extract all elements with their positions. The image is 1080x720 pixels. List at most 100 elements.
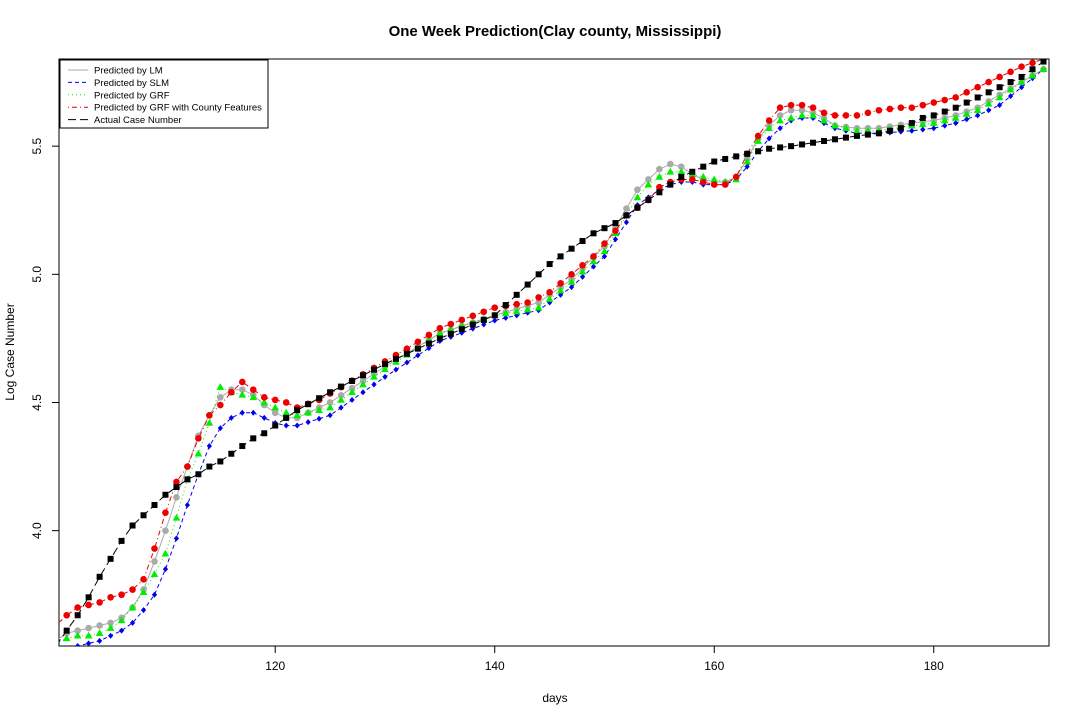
data-point xyxy=(941,96,949,104)
data-point xyxy=(655,172,664,180)
data-point xyxy=(512,307,521,315)
data-point xyxy=(633,193,642,201)
data-point xyxy=(150,570,159,578)
data-point xyxy=(875,106,883,114)
data-point xyxy=(447,325,455,333)
data-point xyxy=(96,622,103,629)
data-point xyxy=(831,121,839,129)
data-point xyxy=(327,412,333,419)
data-point xyxy=(755,148,762,155)
data-point xyxy=(589,257,598,265)
data-point xyxy=(711,158,718,165)
legend-entry: Predicted by LM xyxy=(94,66,163,77)
data-point xyxy=(986,107,992,114)
legend-entry: Predicted by SLM xyxy=(94,78,169,89)
data-point xyxy=(492,317,498,324)
data-point xyxy=(776,112,784,119)
data-point xyxy=(963,99,970,106)
data-point xyxy=(831,136,838,143)
data-point xyxy=(458,316,466,324)
data-point xyxy=(140,576,147,583)
data-point xyxy=(205,418,214,426)
data-point xyxy=(458,326,465,333)
data-point xyxy=(63,627,70,634)
data-point xyxy=(326,399,334,406)
data-point xyxy=(348,384,356,392)
data-point xyxy=(787,113,795,121)
data-point xyxy=(63,611,70,619)
data-point xyxy=(162,566,169,573)
series-line-1 xyxy=(75,68,1044,646)
data-point xyxy=(206,443,212,450)
y-tick-label: 4.0 xyxy=(30,522,44,539)
data-point xyxy=(656,189,663,196)
data-point xyxy=(656,165,663,173)
data-point xyxy=(820,116,828,124)
data-point xyxy=(172,513,181,521)
data-point xyxy=(963,89,970,96)
data-point xyxy=(140,607,147,614)
data-point xyxy=(546,288,553,296)
data-point xyxy=(996,84,1003,91)
data-point xyxy=(371,381,377,388)
data-point xyxy=(316,415,322,422)
data-point xyxy=(151,558,158,565)
data-point xyxy=(66,645,68,646)
data-point xyxy=(798,111,806,119)
data-point xyxy=(238,378,246,386)
data-point xyxy=(173,484,180,491)
data-point xyxy=(436,329,444,337)
data-point xyxy=(864,131,871,138)
data-point xyxy=(557,253,564,260)
data-point xyxy=(348,388,356,396)
data-point xyxy=(349,396,355,403)
data-point xyxy=(85,624,92,632)
data-point xyxy=(250,435,257,442)
data-point xyxy=(260,394,268,401)
data-point xyxy=(129,522,136,529)
data-point xyxy=(404,359,410,366)
data-point xyxy=(524,299,531,306)
data-point xyxy=(995,93,1004,101)
series-line-4 xyxy=(59,61,1044,643)
data-point xyxy=(1040,59,1047,65)
data-point xyxy=(952,94,960,101)
series-line-0 xyxy=(59,68,1044,640)
data-point xyxy=(162,527,169,534)
data-point xyxy=(217,458,224,465)
data-point xyxy=(305,401,312,408)
data-point xyxy=(216,383,225,390)
data-point xyxy=(930,112,937,119)
data-point xyxy=(744,150,751,157)
data-point xyxy=(940,116,949,124)
data-point xyxy=(809,111,817,119)
data-point xyxy=(381,365,389,372)
data-point xyxy=(984,99,993,107)
data-point xyxy=(513,291,520,298)
data-point xyxy=(62,634,71,642)
data-point xyxy=(931,125,937,132)
x-axis-label: days xyxy=(542,691,567,705)
data-point xyxy=(667,160,674,168)
data-point xyxy=(556,286,565,294)
data-point xyxy=(612,227,619,235)
data-point xyxy=(930,99,938,106)
data-point xyxy=(129,619,136,626)
data-point xyxy=(853,112,861,119)
data-point xyxy=(853,126,861,134)
data-point xyxy=(271,409,279,417)
data-point xyxy=(107,632,114,639)
data-point xyxy=(645,176,652,183)
data-point xyxy=(645,196,652,203)
data-point xyxy=(623,205,630,212)
legend-entry: Predicted by GRF xyxy=(94,90,170,101)
data-point xyxy=(798,101,806,109)
data-point xyxy=(744,163,750,170)
data-point xyxy=(568,271,575,278)
data-point xyxy=(579,262,586,269)
data-point xyxy=(206,412,213,419)
data-point xyxy=(689,168,696,175)
data-point xyxy=(305,419,311,426)
data-point xyxy=(1029,59,1036,67)
data-point xyxy=(239,409,245,416)
